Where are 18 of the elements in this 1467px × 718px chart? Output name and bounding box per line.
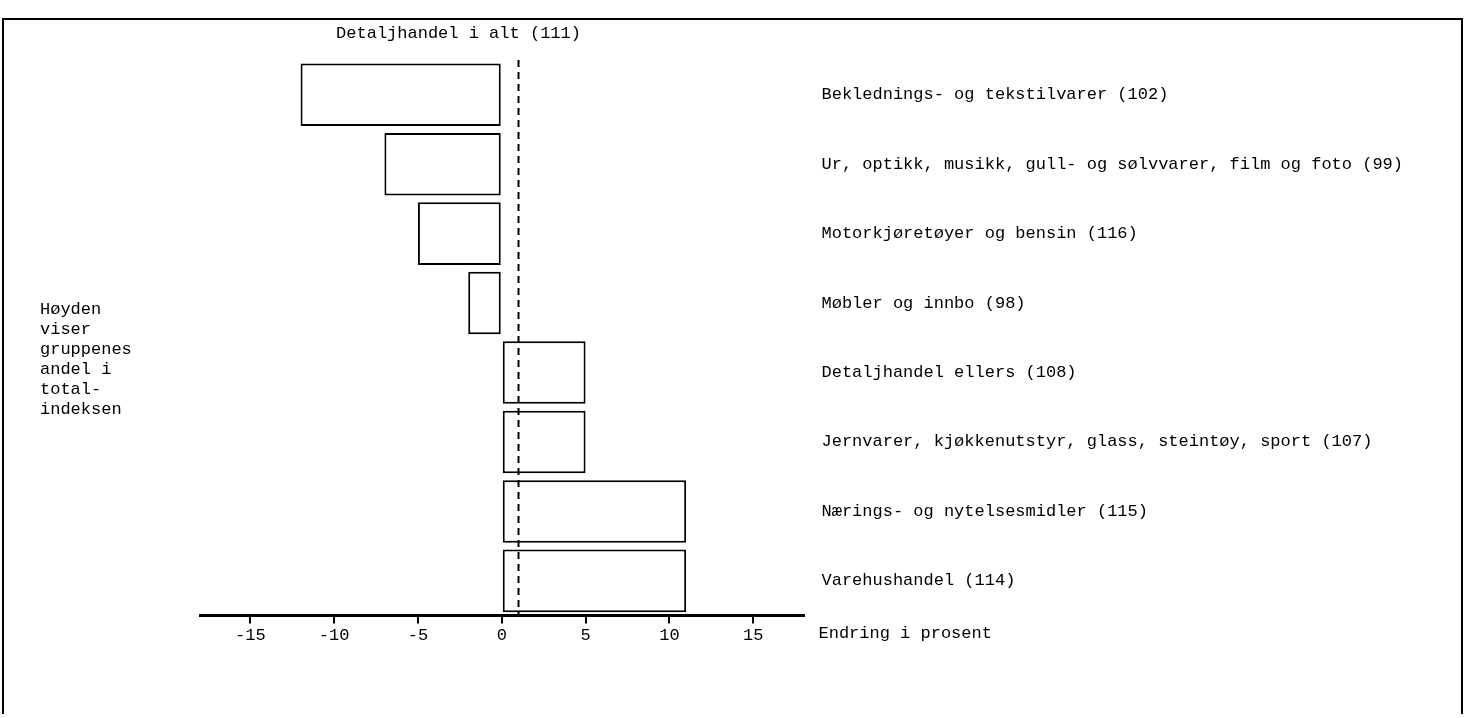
x-tick-label: 10 bbox=[659, 626, 680, 646]
ref-line-label: Detaljhandel i alt (111) bbox=[336, 24, 581, 43]
y-tick-label: Nærings- og nytelsesmidler (115) bbox=[821, 501, 1148, 521]
y-tick-label: Motorkjøretøyer og bensin (116) bbox=[821, 224, 1138, 244]
x-tick-label: -15 bbox=[234, 626, 266, 646]
x-axis-title: Endring i prosent bbox=[818, 624, 992, 644]
y-tick-label: Beklednings- og tekstilvarer (102) bbox=[821, 85, 1169, 105]
x-tick-label: -5 bbox=[407, 626, 429, 646]
text: Høyden viser gruppenes andel i total-indeksen bbox=[40, 300, 133, 420]
y-tick-label: Jernvarer, kjøkkenutstyr, glass, steintøy, sport (107) bbox=[821, 432, 1373, 452]
x-tick-label: -10 bbox=[318, 626, 350, 646]
x-tick-label: 0 bbox=[496, 626, 507, 646]
x-tick-label: 15 bbox=[743, 626, 764, 646]
y-tick-label: Møbler og innbo (98) bbox=[821, 293, 1026, 313]
y-tick-label: Ur, optikk, musikk, gull- og sølvvarer, film og foto (99) bbox=[821, 154, 1403, 174]
y-tick-label: Varehushandel (114) bbox=[821, 571, 1016, 591]
y-tick-label: Detaljhandel ellers (108) bbox=[821, 363, 1077, 383]
x-tick-label: 5 bbox=[580, 626, 591, 646]
